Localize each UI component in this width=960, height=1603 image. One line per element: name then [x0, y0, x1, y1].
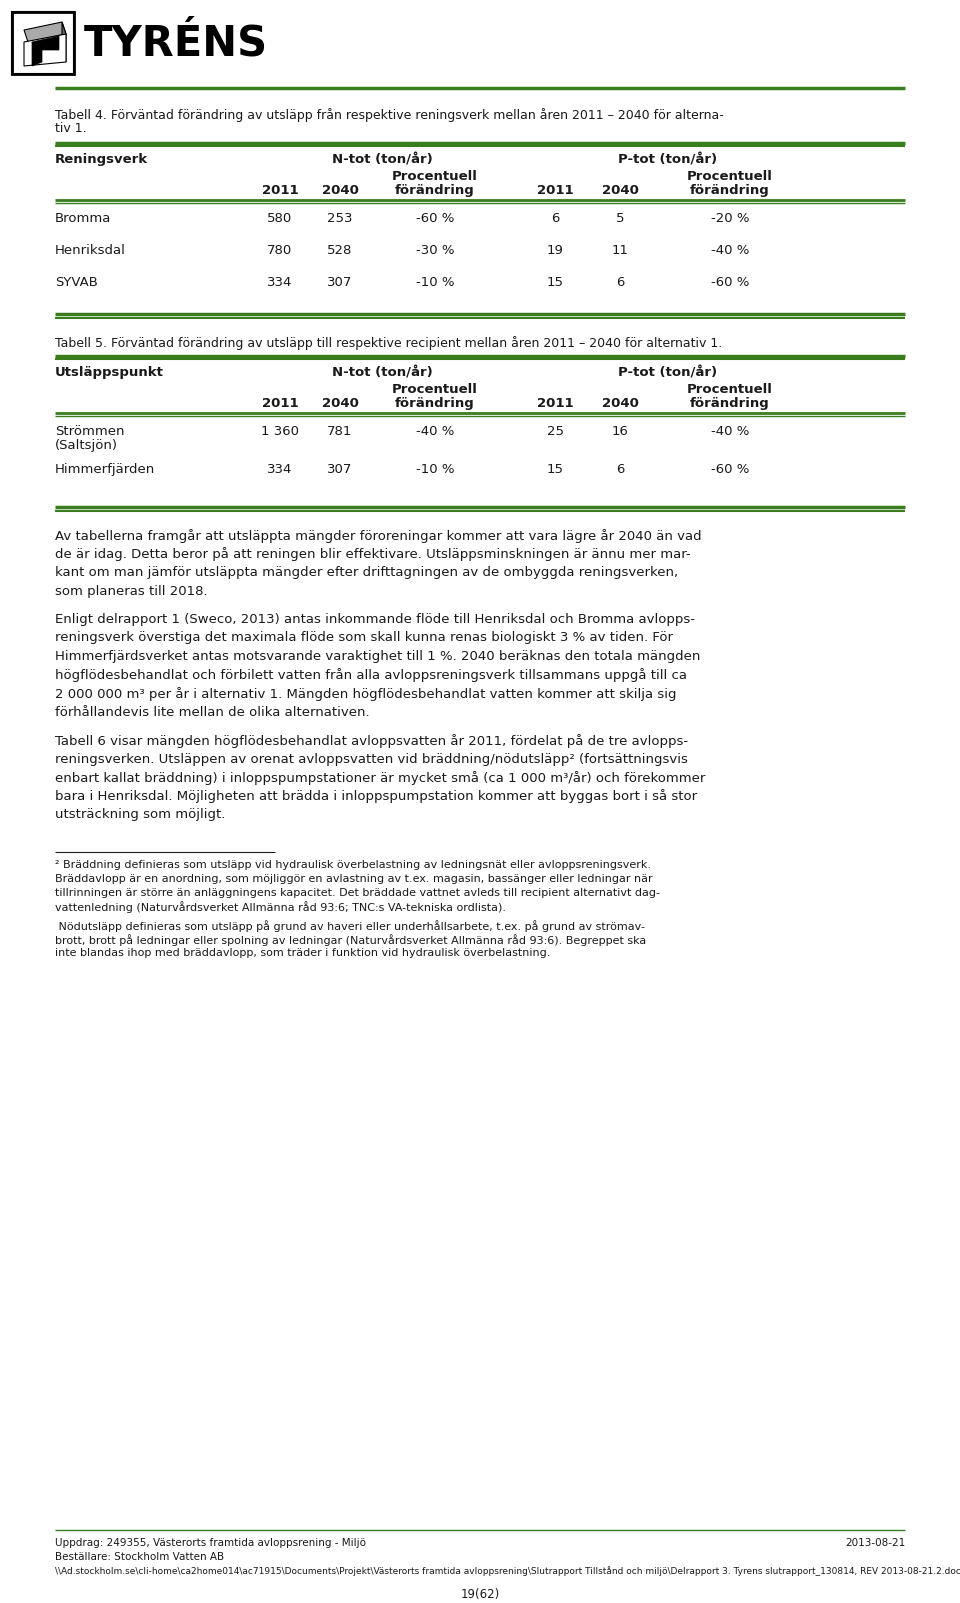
Polygon shape — [24, 22, 66, 42]
Text: kant om man jämför utsläppta mängder efter drifttagningen av de ombyggda renings: kant om man jämför utsläppta mängder eft… — [55, 566, 678, 579]
Text: förändring: förändring — [396, 398, 475, 410]
Text: 11: 11 — [612, 244, 629, 256]
Text: 528: 528 — [327, 244, 352, 256]
Text: förändring: förändring — [690, 398, 770, 410]
Text: de är idag. Detta beror på att reningen blir effektivare. Utsläppsminskningen är: de är idag. Detta beror på att reningen … — [55, 548, 690, 561]
Text: 2040: 2040 — [322, 398, 358, 410]
Text: -60 %: -60 % — [710, 276, 749, 289]
Text: 253: 253 — [327, 212, 352, 224]
Text: 781: 781 — [327, 425, 352, 438]
Text: 6: 6 — [551, 212, 559, 224]
Text: \\Ad.stockholm.se\cli-home\ca2home014\ac71915\Documents\Projekt\Västerorts framt: \\Ad.stockholm.se\cli-home\ca2home014\ac… — [55, 1566, 960, 1576]
Text: SYVAB: SYVAB — [55, 276, 98, 289]
Text: enbart kallat bräddning) i inloppspumpstationer är mycket små (ca 1 000 m³/år) o: enbart kallat bräddning) i inloppspumpst… — [55, 771, 706, 785]
Text: Procentuell: Procentuell — [392, 383, 478, 396]
Text: P-tot (ton/år): P-tot (ton/år) — [618, 365, 717, 378]
Text: reningsverken. Utsläppen av orenat avloppsvatten vid bräddning/nödutsläpp² (fort: reningsverken. Utsläppen av orenat avlop… — [55, 752, 688, 766]
Text: Tabell 6 visar mängden högflödesbehandlat avloppsvatten år 2011, fördelat på de : Tabell 6 visar mängden högflödesbehandla… — [55, 734, 688, 749]
Text: Nödutsläpp definieras som utsläpp på grund av haveri eller underhållsarbete, t.e: Nödutsläpp definieras som utsläpp på gru… — [55, 920, 645, 933]
Text: inte blandas ihop med bräddavlopp, som träder i funktion vid hydraulisk överbela: inte blandas ihop med bräddavlopp, som t… — [55, 949, 550, 959]
Text: Tabell 4. Förväntad förändring av utsläpp från respektive reningsverk mellan åre: Tabell 4. Förväntad förändring av utsläp… — [55, 107, 724, 122]
Text: 2011: 2011 — [537, 184, 573, 197]
Text: N-tot (ton/år): N-tot (ton/år) — [332, 365, 433, 378]
Text: 6: 6 — [615, 463, 624, 476]
Text: 1 360: 1 360 — [261, 425, 299, 438]
Text: -10 %: -10 % — [416, 463, 454, 476]
Text: 16: 16 — [612, 425, 629, 438]
Text: 2011: 2011 — [537, 398, 573, 410]
Text: (Saltsjön): (Saltsjön) — [55, 439, 118, 452]
Text: -30 %: -30 % — [416, 244, 454, 256]
Text: -60 %: -60 % — [710, 463, 749, 476]
Text: 19: 19 — [546, 244, 564, 256]
Text: bara i Henriksdal. Möjligheten att brädda i inloppspumpstation kommer att byggas: bara i Henriksdal. Möjligheten att brädd… — [55, 790, 697, 803]
Text: brott, brott på ledningar eller spolning av ledningar (Naturvårdsverket Allmänna: brott, brott på ledningar eller spolning… — [55, 935, 646, 946]
Text: Procentuell: Procentuell — [392, 170, 478, 183]
Text: Bromma: Bromma — [55, 212, 111, 224]
Text: 2 000 000 m³ per år i alternativ 1. Mängden högflödesbehandlat vatten kommer att: 2 000 000 m³ per år i alternativ 1. Mäng… — [55, 688, 677, 701]
Text: 2040: 2040 — [602, 184, 638, 197]
Text: Procentuell: Procentuell — [687, 170, 773, 183]
Text: 580: 580 — [268, 212, 293, 224]
Text: utsträckning som möjligt.: utsträckning som möjligt. — [55, 808, 226, 821]
Text: 307: 307 — [327, 276, 352, 289]
Text: ² Bräddning definieras som utsläpp vid hydraulisk överbelastning av ledningsnät : ² Bräddning definieras som utsläpp vid h… — [55, 859, 651, 869]
Text: 25: 25 — [546, 425, 564, 438]
Text: högflödesbehandlat och förbilett vatten från alla avloppsreningsverk tillsammans: högflödesbehandlat och förbilett vatten … — [55, 668, 687, 683]
Text: Beställare: Stockholm Vatten AB: Beställare: Stockholm Vatten AB — [55, 1552, 224, 1561]
Text: -40 %: -40 % — [416, 425, 454, 438]
Text: 2011: 2011 — [262, 184, 299, 197]
Text: -10 %: -10 % — [416, 276, 454, 289]
Text: tiv 1.: tiv 1. — [55, 122, 86, 135]
Text: N-tot (ton/år): N-tot (ton/år) — [332, 152, 433, 167]
Text: Enligt delrapport 1 (Sweco, 2013) antas inkommande flöde till Henriksdal och Bro: Enligt delrapport 1 (Sweco, 2013) antas … — [55, 612, 695, 627]
Text: 5: 5 — [615, 212, 624, 224]
Text: 2040: 2040 — [602, 398, 638, 410]
Text: -40 %: -40 % — [710, 425, 749, 438]
Text: Strömmen: Strömmen — [55, 425, 125, 438]
Text: 2013-08-21: 2013-08-21 — [845, 1537, 905, 1548]
Text: 2040: 2040 — [322, 184, 358, 197]
Text: Av tabellerna framgår att utsläppta mängder föroreningar kommer att vara lägre å: Av tabellerna framgår att utsläppta mäng… — [55, 529, 702, 543]
Text: 19(62): 19(62) — [461, 1589, 499, 1601]
Text: 15: 15 — [546, 276, 564, 289]
Text: som planeras till 2018.: som planeras till 2018. — [55, 585, 207, 598]
Text: Henriksdal: Henriksdal — [55, 244, 126, 256]
Text: 780: 780 — [268, 244, 293, 256]
Text: vattenledning (Naturvårdsverket Allmänna råd 93:6; TNC:s VA-tekniska ordlista).: vattenledning (Naturvårdsverket Allmänna… — [55, 901, 506, 914]
Text: förändring: förändring — [690, 184, 770, 197]
Text: 307: 307 — [327, 463, 352, 476]
Text: 6: 6 — [615, 276, 624, 289]
Text: P-tot (ton/år): P-tot (ton/år) — [618, 152, 717, 167]
Text: -40 %: -40 % — [710, 244, 749, 256]
Text: Himmerfjärden: Himmerfjärden — [55, 463, 156, 476]
Text: Bräddavlopp är en anordning, som möjliggör en avlastning av t.ex. magasin, bassä: Bräddavlopp är en anordning, som möjligg… — [55, 874, 653, 883]
Text: 2011: 2011 — [262, 398, 299, 410]
Text: Uppdrag: 249355, Västerorts framtida avloppsrening - Miljö: Uppdrag: 249355, Västerorts framtida avl… — [55, 1537, 366, 1548]
Text: -60 %: -60 % — [416, 212, 454, 224]
Text: förändring: förändring — [396, 184, 475, 197]
Text: Tabell 5. Förväntad förändring av utsläpp till respektive recipient mellan åren : Tabell 5. Förväntad förändring av utsläp… — [55, 337, 722, 349]
Text: 15: 15 — [546, 463, 564, 476]
Polygon shape — [24, 34, 66, 66]
Polygon shape — [32, 35, 59, 66]
Text: 334: 334 — [267, 276, 293, 289]
Text: tillrinningen är större än anläggningens kapacitet. Det bräddade vattnet avleds : tillrinningen är större än anläggningens… — [55, 888, 660, 898]
Bar — [12, 11, 74, 74]
Text: Reningsverk: Reningsverk — [55, 152, 148, 167]
Text: Himmerfjärdsverket antas motsvarande varaktighet till 1 %. 2040 beräknas den tot: Himmerfjärdsverket antas motsvarande var… — [55, 649, 701, 664]
Text: 334: 334 — [267, 463, 293, 476]
Text: reningsverk överstiga det maximala flöde som skall kunna renas biologiskt 3 % av: reningsverk överstiga det maximala flöde… — [55, 632, 673, 644]
Text: TYRÉNS: TYRÉNS — [84, 22, 268, 64]
Polygon shape — [62, 22, 66, 63]
Text: förhållandevis lite mellan de olika alternativen.: förhållandevis lite mellan de olika alte… — [55, 705, 370, 718]
Text: Utsläppspunkt: Utsläppspunkt — [55, 365, 164, 378]
Bar — [12, 11, 74, 74]
Text: -20 %: -20 % — [710, 212, 749, 224]
Text: Procentuell: Procentuell — [687, 383, 773, 396]
